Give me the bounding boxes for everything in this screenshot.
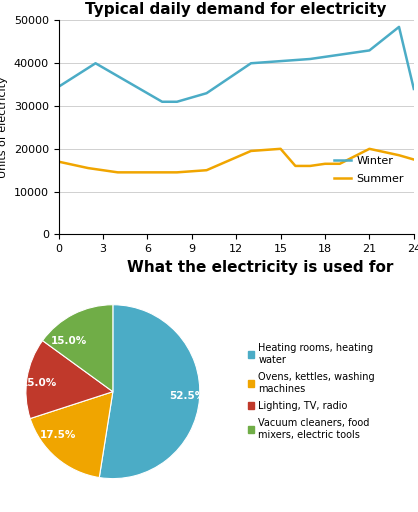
Winter xyxy=(93,60,98,67)
Legend: Heating rooms, heating
water, Ovens, kettles, washing
machines, Lighting, TV, ra: Heating rooms, heating water, Ovens, ket… xyxy=(244,339,379,444)
Summer xyxy=(397,152,402,158)
Winter xyxy=(323,54,328,60)
Summer xyxy=(293,163,298,169)
Text: 52.5%: 52.5% xyxy=(169,391,206,401)
Y-axis label: Units of electricity: Units of electricity xyxy=(0,77,8,178)
Winter xyxy=(397,24,402,30)
Title: What the electricity is used for: What the electricity is used for xyxy=(127,260,394,275)
Winter xyxy=(308,56,313,62)
Winter xyxy=(115,73,120,79)
Line: Summer: Summer xyxy=(59,149,414,173)
Summer xyxy=(367,146,372,152)
Summer xyxy=(248,148,253,154)
Summer xyxy=(204,167,209,173)
Summer xyxy=(337,161,342,167)
Winter xyxy=(204,90,209,96)
Winter xyxy=(337,52,342,58)
Summer xyxy=(278,146,283,152)
Summer xyxy=(86,165,91,171)
Text: 15.0%: 15.0% xyxy=(51,336,87,346)
Summer xyxy=(411,157,416,163)
Wedge shape xyxy=(43,305,113,392)
Winter xyxy=(174,99,179,105)
Summer xyxy=(308,163,313,169)
Wedge shape xyxy=(99,305,200,479)
Winter xyxy=(248,60,253,67)
Winter xyxy=(278,58,283,64)
Title: Typical daily demand for electricity: Typical daily demand for electricity xyxy=(85,2,387,16)
Wedge shape xyxy=(26,340,113,418)
Winter xyxy=(411,86,416,92)
Winter xyxy=(367,47,372,53)
Winter xyxy=(56,84,61,90)
Wedge shape xyxy=(30,392,113,478)
Legend: Winter, Summer: Winter, Summer xyxy=(330,152,408,188)
Line: Winter: Winter xyxy=(59,27,414,102)
Summer xyxy=(56,159,61,165)
Summer xyxy=(174,169,179,176)
Summer xyxy=(160,169,165,176)
Winter xyxy=(160,99,165,105)
Text: 17.5%: 17.5% xyxy=(40,430,76,440)
Summer xyxy=(115,169,120,176)
Text: 15.0%: 15.0% xyxy=(21,378,57,388)
Summer xyxy=(323,161,328,167)
